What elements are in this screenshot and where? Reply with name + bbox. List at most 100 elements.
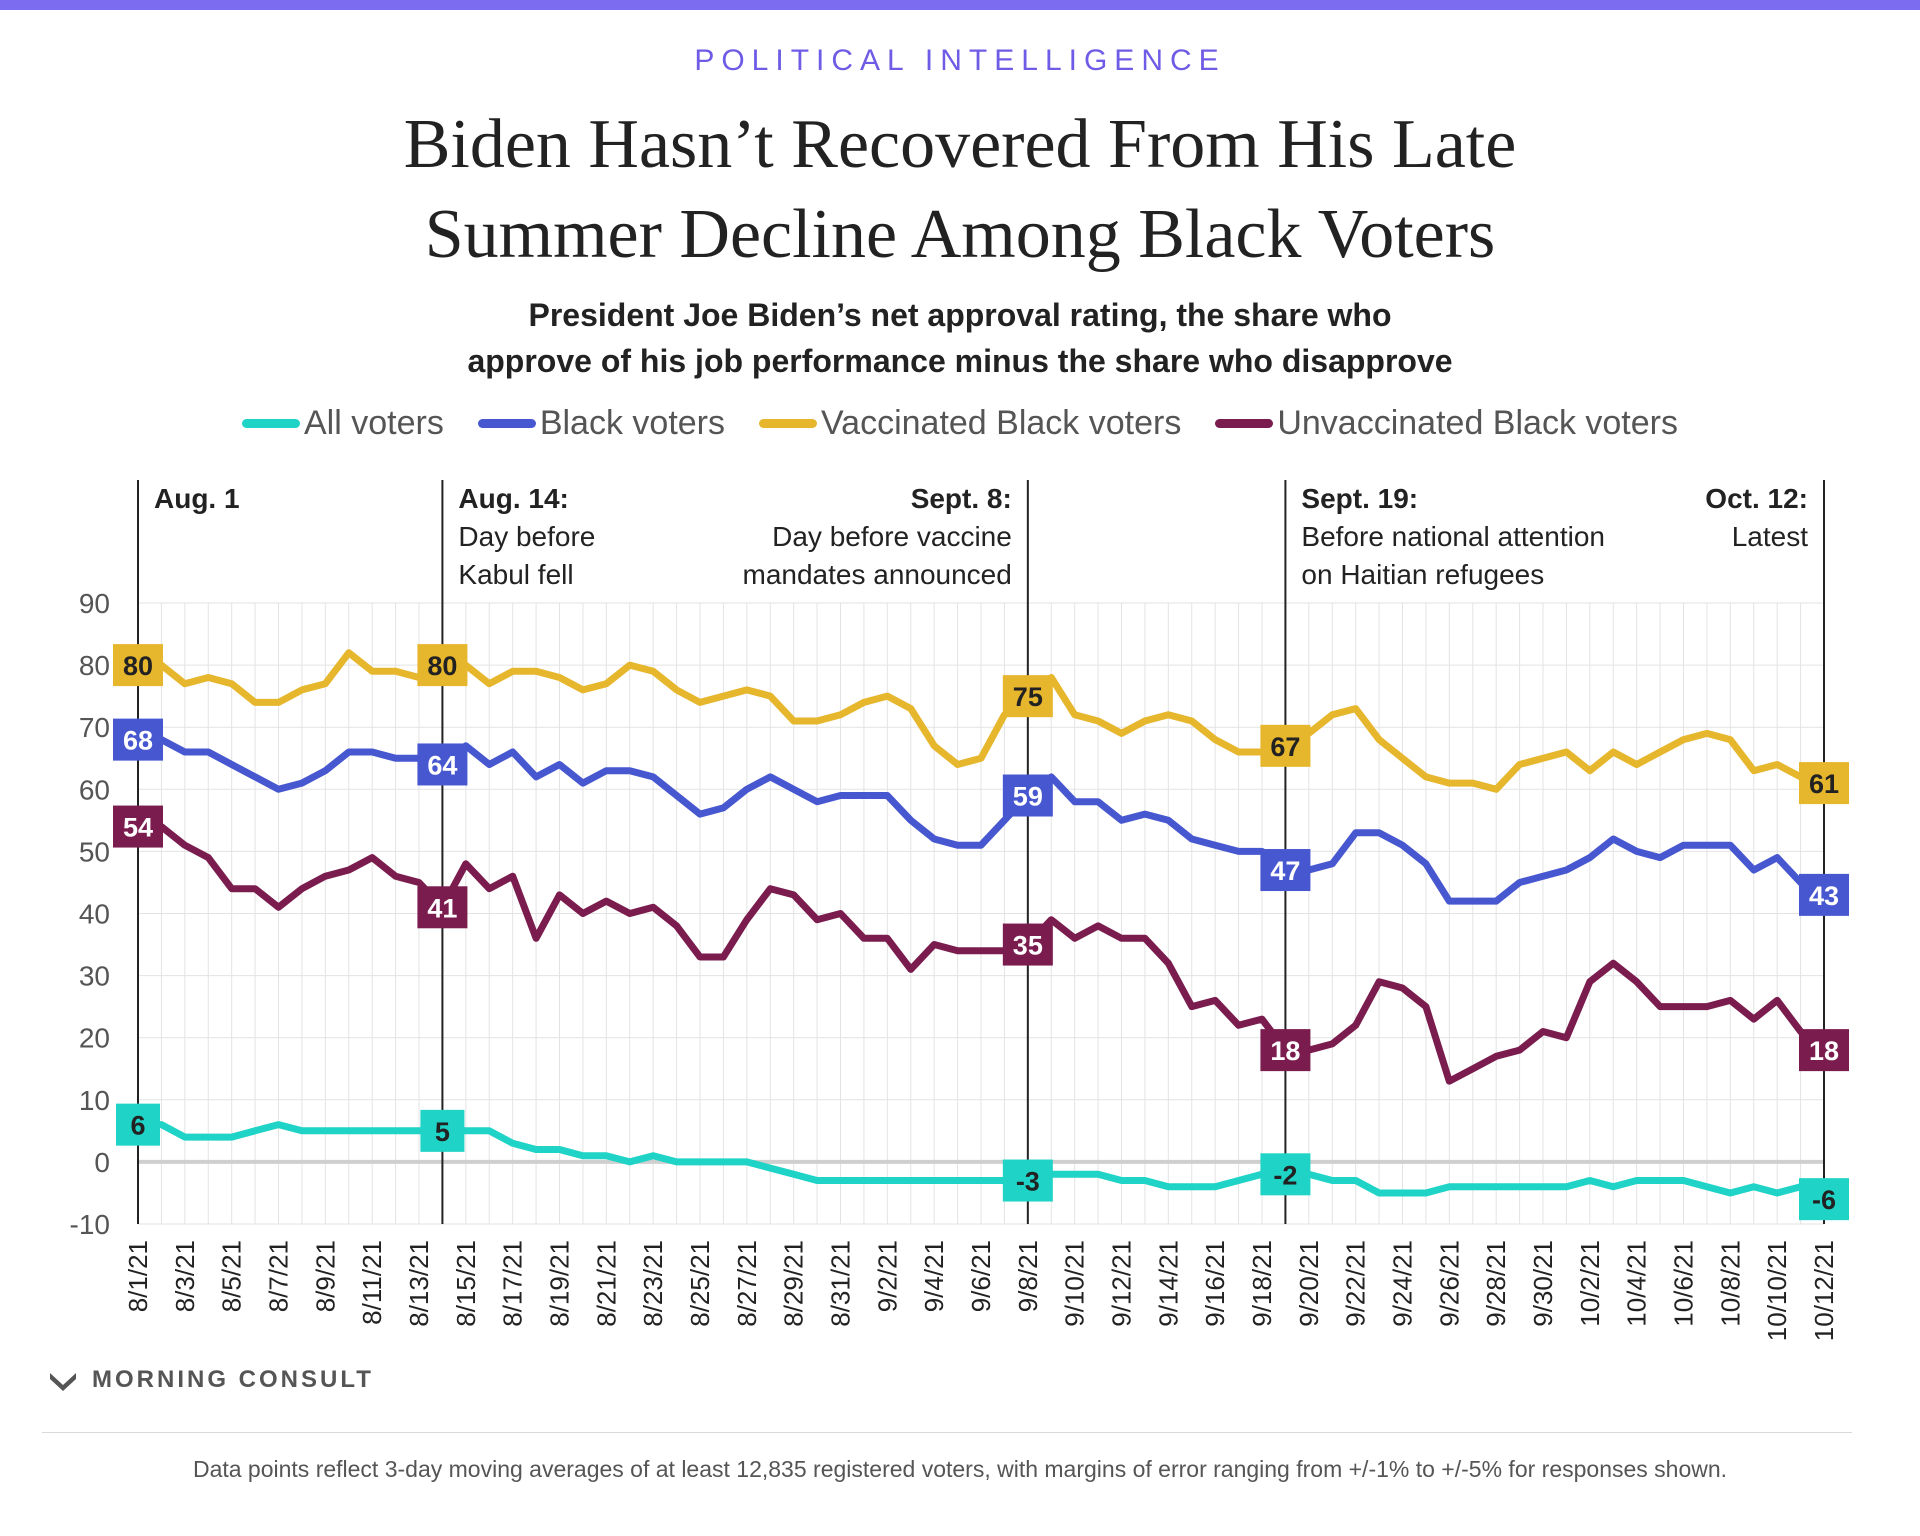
x-tick-label: 8/19/21 [545, 1240, 575, 1327]
subtitle-line-2: approve of his job performance minus the… [467, 343, 1453, 379]
x-tick-label: 8/21/21 [591, 1240, 621, 1327]
data-label-text: 5 [435, 1117, 450, 1147]
data-label-box [1002, 675, 1053, 718]
annotation-text: Latest [1732, 521, 1808, 552]
data-label: 6 [116, 1103, 160, 1146]
data-label-text: 54 [123, 813, 153, 843]
title-line-1: Biden Hasn’t Recovered From His Late [403, 106, 1517, 183]
footnote: Data points reflect 3-day moving average… [192, 1456, 1728, 1482]
data-label-text: 18 [1270, 1036, 1300, 1066]
kicker: POLITICAL INTELLIGENCE [694, 44, 1226, 77]
y-tick-label: -10 [70, 1209, 110, 1240]
x-tick-label: 9/16/21 [1200, 1240, 1230, 1327]
x-tick-label: 10/2/21 [1575, 1240, 1605, 1327]
data-label-box [113, 805, 163, 848]
legend-label: Vaccinated Black voters [821, 404, 1182, 442]
data-label-box [1002, 1159, 1053, 1202]
data-label: -3 [1002, 1159, 1053, 1202]
data-label-box [417, 886, 468, 929]
legend-swatch [759, 419, 818, 428]
data-label-text: 64 [427, 750, 457, 780]
y-tick-label: 20 [79, 1023, 110, 1054]
data-label-text: 6 [130, 1111, 145, 1141]
data-label: 43 [1799, 873, 1849, 916]
legend-item-vaccinated-black-voters: Vaccinated Black voters [759, 404, 1181, 443]
data-label: -2 [1260, 1153, 1311, 1196]
annotation-text: Aug. 1 [154, 483, 240, 514]
data-label-text: 67 [1270, 732, 1300, 762]
data-label: 67 [1260, 724, 1311, 767]
data-label: 80 [417, 644, 468, 687]
data-label-box [420, 1109, 465, 1152]
data-label: 80 [113, 644, 163, 687]
x-tick-label: 8/27/21 [732, 1240, 762, 1327]
data-label-text: -2 [1273, 1160, 1297, 1190]
x-tick-label: 9/28/21 [1481, 1240, 1511, 1327]
chart-title: Biden Hasn’t Recovered From His Late Sum… [0, 100, 1920, 280]
x-tick-label: 8/9/21 [310, 1240, 340, 1312]
data-label: 35 [1002, 923, 1053, 966]
x-tick-label: 8/3/21 [170, 1240, 200, 1312]
data-label-box [1799, 1178, 1849, 1221]
data-label: 18 [1260, 1029, 1311, 1072]
data-label-text: 43 [1809, 881, 1839, 911]
x-tick-label: 10/6/21 [1669, 1240, 1699, 1327]
line-chart: 90 80 70 60 50 40 30 20 10 0 -10 Aug. 1 Aug. 14: Day … [70, 480, 1849, 1340]
legend: All voters Black voters Vaccinated Black… [0, 404, 1920, 443]
data-label-box [1799, 1029, 1849, 1072]
data-label-text: 18 [1809, 1036, 1839, 1066]
brand: MORNING CONSULT [48, 1366, 374, 1394]
x-tick-label: 8/15/21 [451, 1240, 481, 1327]
data-label: -6 [1799, 1178, 1849, 1221]
series-line [134, 1121, 1828, 1203]
data-label-box [1002, 923, 1053, 966]
x-tick-label: 9/8/21 [1013, 1240, 1043, 1312]
y-tick-label: 40 [79, 899, 110, 930]
annotation-text: Kabul fell [458, 559, 573, 590]
brand-name: MORNING CONSULT [92, 1366, 374, 1393]
x-tick-label: 9/24/21 [1388, 1240, 1418, 1327]
data-label-box [1260, 724, 1311, 767]
data-label: 54 [113, 805, 163, 848]
data-label: 61 [1799, 762, 1849, 805]
x-tick-label: 8/11/21 [357, 1240, 387, 1325]
x-tick-label: 10/8/21 [1715, 1240, 1745, 1327]
x-tick-label: 8/7/21 [264, 1240, 294, 1312]
data-label: 64 [417, 743, 468, 786]
x-tick-label: 8/13/21 [404, 1240, 434, 1327]
data-label-text: 80 [427, 651, 457, 681]
x-tick-label: 9/14/21 [1153, 1240, 1183, 1327]
x-tick-label: 9/20/21 [1294, 1240, 1324, 1327]
x-tick-label: 9/18/21 [1247, 1240, 1277, 1327]
legend-item-unvaccinated-black-voters: Unvaccinated Black voters [1215, 404, 1678, 443]
legend-swatch [242, 419, 300, 428]
data-label-text: 75 [1013, 682, 1043, 712]
title-line-2: Summer Decline Among Black Voters [424, 196, 1496, 273]
data-label-text: 35 [1013, 931, 1043, 961]
x-tick-label: 9/2/21 [872, 1240, 902, 1312]
data-label-box [1260, 1153, 1311, 1196]
data-label-text: 41 [427, 893, 457, 923]
x-tick-label: 9/22/21 [1341, 1240, 1371, 1327]
y-tick-label: 0 [94, 1147, 110, 1178]
morning-consult-logo-icon [50, 1373, 76, 1391]
x-tick-label: 9/4/21 [919, 1240, 949, 1312]
annotation-text: Oct. 12: [1705, 483, 1808, 514]
annotation-text: Sept. 19: [1301, 483, 1418, 514]
legend-label: Black voters [539, 404, 726, 442]
x-tick-label: 9/10/21 [1060, 1240, 1090, 1327]
data-label-box [417, 743, 468, 786]
x-tick-label: 10/10/21 [1762, 1240, 1792, 1340]
x-tick-label: 8/1/21 [123, 1240, 153, 1312]
y-tick-label: 30 [79, 961, 110, 992]
legend-item-all-voters: All voters [242, 404, 444, 443]
y-tick-label: 10 [79, 1085, 110, 1116]
data-label: 75 [1002, 675, 1053, 718]
data-label: 5 [420, 1109, 465, 1152]
legend-label: All voters [304, 404, 444, 442]
subtitle-line-1: President Joe Biden’s net approval ratin… [528, 297, 1392, 333]
data-label-box [1002, 774, 1053, 817]
legend-label: Unvaccinated Black voters [1277, 404, 1678, 442]
data-label-text: -6 [1812, 1185, 1836, 1215]
x-tick-label: 10/4/21 [1622, 1240, 1652, 1327]
